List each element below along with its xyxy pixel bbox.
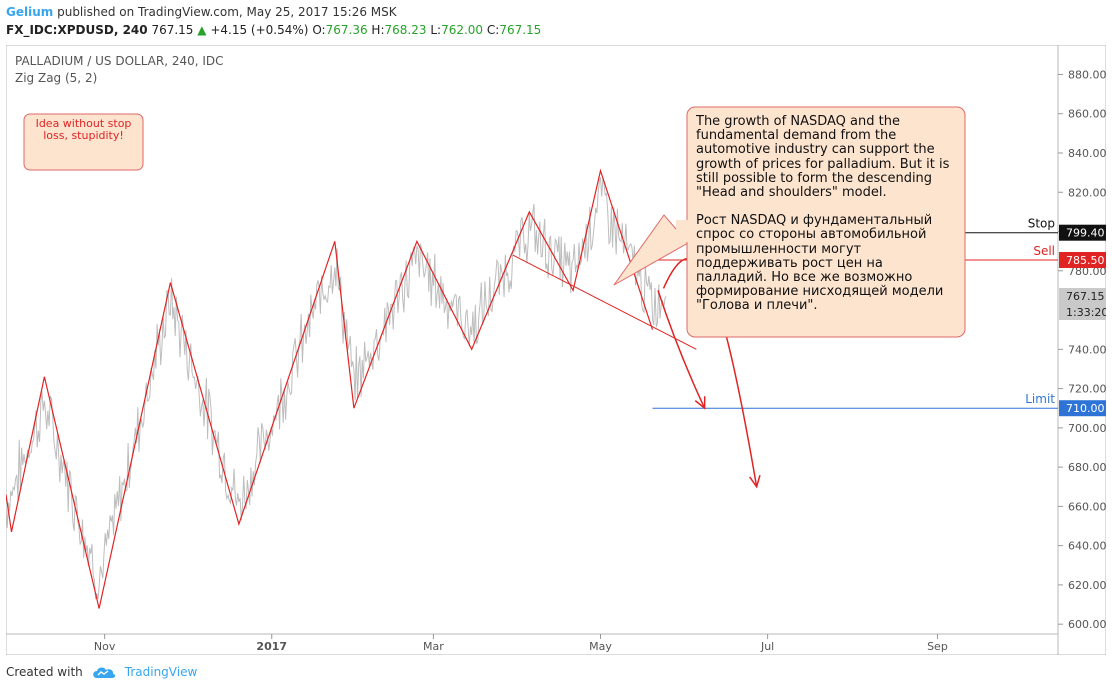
- level-name-sell: Sell: [1033, 244, 1055, 258]
- open-value: 767.36: [325, 23, 368, 37]
- current-price-value: 767.15: [1066, 290, 1105, 303]
- price-series: [6, 177, 667, 600]
- y-tick-label: 660.00: [1068, 500, 1106, 513]
- y-tick-label: 860.00: [1068, 108, 1106, 121]
- analysis-text-ru: Рост NASDAQ и фундаментальный спрос со с…: [696, 213, 944, 314]
- price-tag-stop: [1059, 224, 1106, 241]
- arrow-head-2: [749, 475, 761, 489]
- forecast-arrow-1: [657, 290, 706, 409]
- symbol-label: FX_IDC:XPDUSD, 240: [6, 23, 148, 37]
- y-tick-label: 680.00: [1068, 461, 1106, 474]
- low-value: 762.00: [441, 23, 484, 37]
- open-label: O:: [312, 23, 326, 37]
- y-tick-label: 840.00: [1068, 147, 1106, 160]
- high-label: H:: [371, 23, 385, 37]
- callout-join: [676, 220, 696, 242]
- x-tick-label: Nov: [94, 640, 116, 653]
- low-label: L:: [430, 23, 442, 37]
- indicator-label[interactable]: Zig Zag (5, 2): [15, 71, 97, 85]
- current-price-tag: [1059, 288, 1106, 321]
- x-tick-label: Mar: [423, 640, 444, 653]
- price-tag-value-stop: 799.40: [1066, 227, 1105, 240]
- price-tag-value-limit: 710.00: [1066, 402, 1105, 415]
- y-tick-label: 720.00: [1068, 383, 1106, 396]
- price-chart[interactable]: 600.00 620.00 640.00 660.00 680.00 700.00 720.…: [6, 45, 1106, 655]
- level-name-stop: Stop: [1028, 217, 1055, 231]
- analysis-text-en: The growth of NASDAQ and the fundamental…: [696, 115, 950, 201]
- publish-text: published on TradingView.com, May 25, 20…: [57, 5, 397, 19]
- y-tick-label: 700.00: [1068, 422, 1106, 435]
- neckline-line: [512, 254, 697, 350]
- price-tag-limit: [1059, 400, 1106, 417]
- y-tick-label: 780.00: [1068, 265, 1106, 278]
- bar-countdown: 1:33:20: [1066, 306, 1106, 319]
- close-label: C:: [486, 23, 500, 37]
- publish-info: Gelium published on TradingView.com, May…: [6, 3, 397, 21]
- zigzag-series: [6, 168, 654, 609]
- high-value: 768.23: [384, 23, 427, 37]
- price-tags: 799.40 785.50 710.00 767.15 1:33:20: [1059, 224, 1106, 417]
- y-tick-label: 620.00: [1068, 579, 1106, 592]
- y-tick-label: 740.00: [1068, 343, 1106, 356]
- warning-note-box: [23, 113, 144, 171]
- y-tick-label: 880.00: [1068, 68, 1106, 81]
- price-tag-value-sell: 785.50: [1066, 254, 1105, 267]
- price-tag-sell: [1059, 251, 1106, 268]
- warning-note-text: Idea without stop loss, stupidity!: [35, 118, 132, 142]
- x-tick-label: Jul: [760, 640, 774, 653]
- analysis-note-content: The growth of NASDAQ and the fundamental…: [696, 115, 958, 314]
- footer: Created with TradingView: [6, 665, 197, 679]
- x-tick-label: May: [589, 640, 612, 653]
- chart-title: PALLADIUM / US DOLLAR, 240, IDC: [15, 54, 224, 68]
- tradingview-brand-link[interactable]: TradingView: [124, 665, 198, 679]
- up-arrow-icon: ▲: [197, 23, 207, 37]
- zigzag-line: [6, 168, 654, 609]
- y-tick-label: 600.00: [1068, 618, 1106, 631]
- author-name[interactable]: Gelium: [6, 5, 54, 19]
- price-line: [6, 177, 667, 600]
- close-value: 767.15: [499, 23, 542, 37]
- neckline: [512, 254, 697, 350]
- warning-note[interactable]: Idea without stop loss, stupidity!: [23, 113, 144, 171]
- level-name-limit: Limit: [1025, 392, 1055, 406]
- ohlc-bar: FX_IDC:XPDUSD, 240 767.15 ▲ +4.15 (+0.54…: [6, 21, 541, 39]
- y-tick-label: 820.00: [1068, 186, 1106, 199]
- analysis-note[interactable]: The growth of NASDAQ and the fundamental…: [613, 106, 966, 338]
- x-tick-label: Sep: [927, 640, 948, 653]
- y-tick-label: 640.00: [1068, 540, 1106, 553]
- price-change: +4.15 (+0.54%): [210, 23, 309, 37]
- cloud-logo-icon: [93, 667, 115, 678]
- x-axis: Nov 2017 Mar May Jul Sep: [94, 634, 948, 653]
- arrow-head-1: [694, 396, 706, 410]
- created-with-label: Created with: [6, 665, 83, 679]
- chart-frame[interactable]: 600.00 620.00 640.00 660.00 680.00 700.00 720.…: [6, 45, 1106, 655]
- last-price: 767.15: [151, 23, 194, 37]
- x-tick-label: 2017: [256, 640, 287, 653]
